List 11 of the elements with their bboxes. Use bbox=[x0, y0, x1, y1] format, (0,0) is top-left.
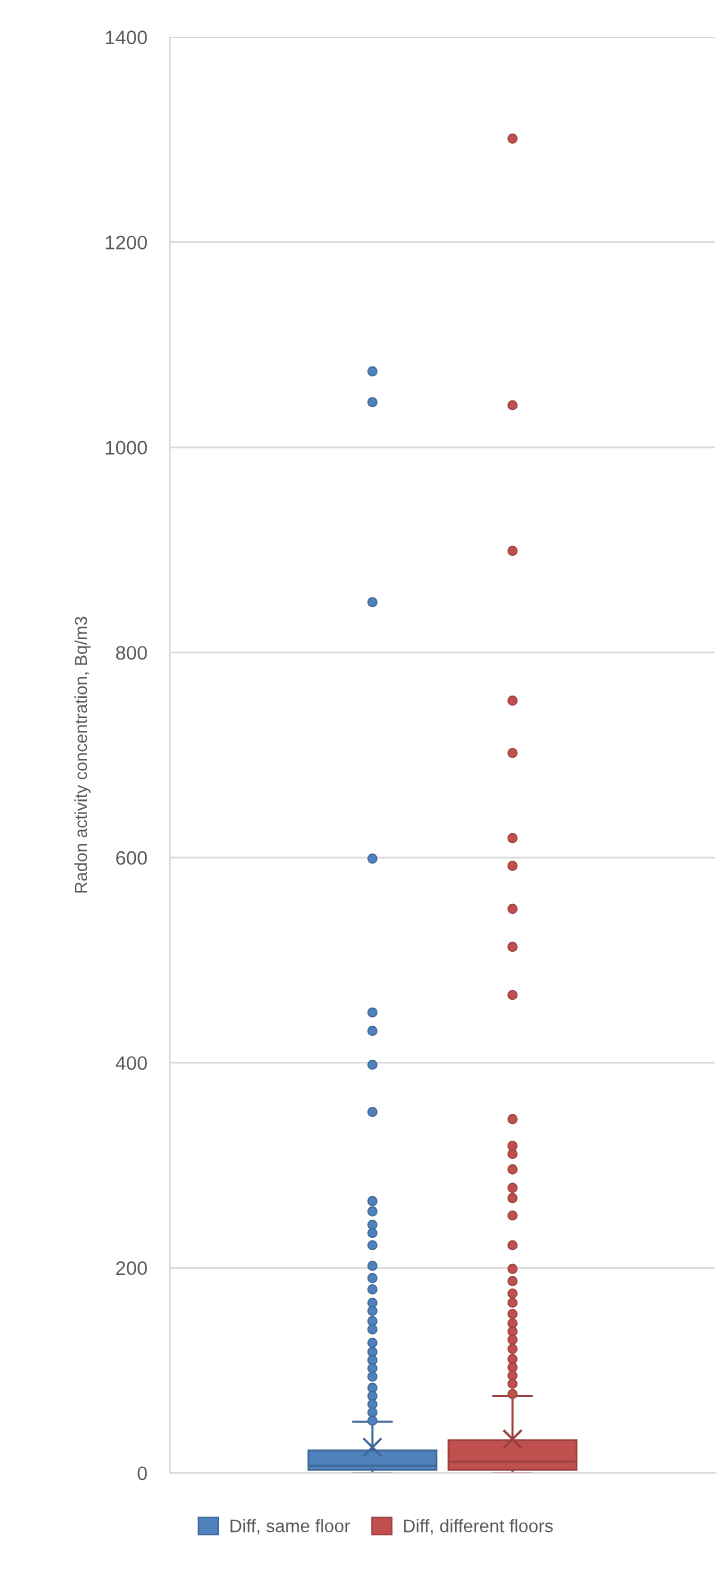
y-tick-label: 1400 bbox=[105, 30, 147, 45]
y-tick-label: 0 bbox=[137, 1466, 147, 1481]
legend-label: Diff, different floors bbox=[404, 1519, 553, 1535]
y-tick-label: 1000 bbox=[105, 440, 147, 455]
y-tick-label: 200 bbox=[116, 1261, 147, 1276]
y-axis-title: Radon activity concentration, Bq/m3 bbox=[74, 616, 91, 893]
legend-label: Diff, same floor bbox=[230, 1519, 350, 1535]
y-tick-label: 800 bbox=[116, 645, 147, 660]
y-tick-label: 1200 bbox=[105, 235, 147, 250]
y-tick-label: 600 bbox=[116, 851, 147, 865]
y-tick-label: 400 bbox=[115, 1056, 147, 1070]
